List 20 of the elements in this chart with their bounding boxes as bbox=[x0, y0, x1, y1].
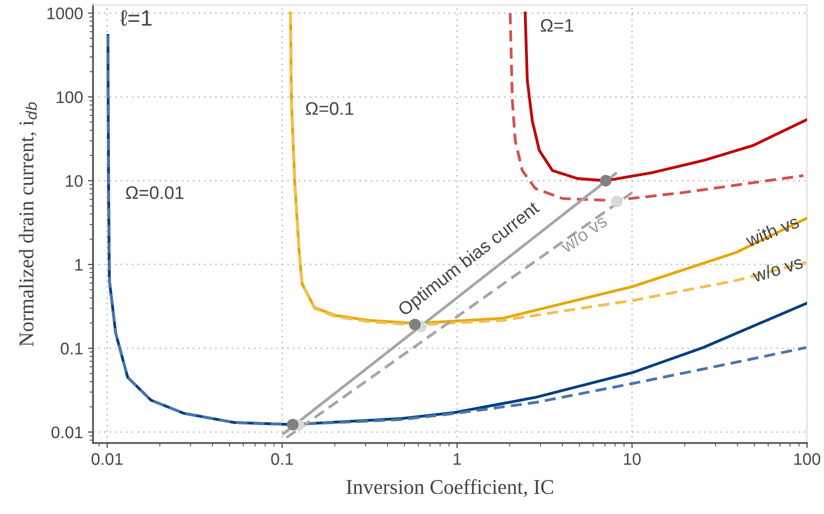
annotation: with vs bbox=[744, 214, 800, 248]
y-axis-title: Normalized drain current, i$_{db}$ bbox=[18, 102, 37, 346]
x-tick-label: 1 bbox=[454, 453, 461, 465]
x-tick-label: 0.1 bbox=[271, 453, 293, 465]
y-tick-label: 1000 bbox=[47, 8, 83, 20]
x-tick-label: 100 bbox=[794, 453, 820, 465]
annotation: Ω=0.01 bbox=[126, 186, 184, 200]
annotation: w/o vs bbox=[559, 214, 608, 254]
x-axis-title: Inversion Coefficient, IC bbox=[346, 479, 554, 498]
x-tick-label: 10 bbox=[624, 453, 641, 465]
y-tick-label: 1 bbox=[75, 259, 82, 271]
annotation: Ω=0.1 bbox=[306, 102, 354, 115]
y-tick-label: 100 bbox=[56, 91, 83, 104]
annotation: ℓ=1 bbox=[120, 10, 152, 26]
y-tick-label: 0.01 bbox=[51, 426, 82, 438]
annotation: Ω=1 bbox=[540, 18, 574, 32]
y-tick-label: 0.1 bbox=[60, 342, 82, 354]
x-tick-label: 0.01 bbox=[92, 453, 123, 465]
annotation: w/o vs bbox=[751, 255, 804, 283]
y-tick-label: 10 bbox=[66, 175, 83, 187]
